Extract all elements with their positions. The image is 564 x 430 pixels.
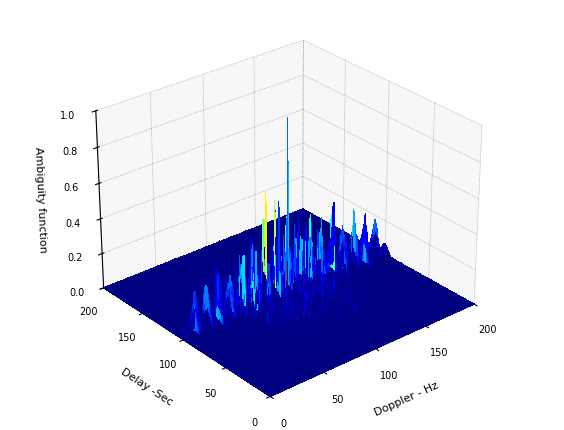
X-axis label: Doppler - Hz: Doppler - Hz [373,380,440,417]
Y-axis label: Delay -Sec: Delay -Sec [119,366,175,406]
